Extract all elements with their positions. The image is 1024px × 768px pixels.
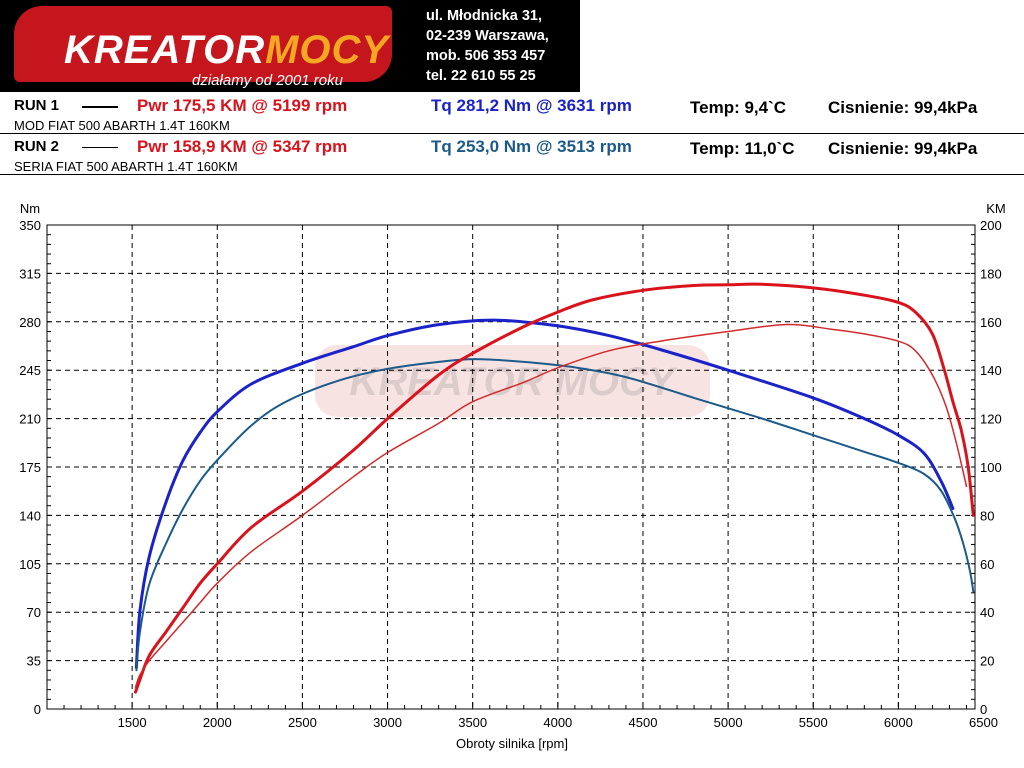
y-right-tick-label: 200 xyxy=(980,218,1002,233)
y-left-tick-label: 315 xyxy=(19,266,41,281)
divider xyxy=(0,174,1024,175)
logo-banner: KREATORMOCY działamy od 2001 roku xyxy=(0,0,402,92)
run2-torque: Tq 253,0 Nm @ 3513 rpm xyxy=(431,137,632,156)
y-left-tick-label: 140 xyxy=(19,508,41,523)
watermark-text: KREATOR MOCY xyxy=(349,360,678,404)
run1-torque: Tq 281,2 Nm @ 3631 rpm xyxy=(431,96,632,115)
y-left-tick-label: 70 xyxy=(27,605,41,620)
x-tick-label: 2500 xyxy=(288,715,317,730)
address-line: mob. 506 353 457 xyxy=(426,48,546,64)
run1-label: RUN 1 xyxy=(14,97,60,114)
y-left-tick-label: 175 xyxy=(19,460,41,475)
y-left-tick-label: 210 xyxy=(19,412,41,427)
address-line: ul. Młodnicka 31, xyxy=(426,8,543,24)
x-tick-label: 4500 xyxy=(629,715,658,730)
run2-legend-line xyxy=(82,147,118,148)
y-left-axis-label: Nm xyxy=(20,201,40,216)
y-right-tick-label: 40 xyxy=(980,605,994,620)
x-tick-label: 3500 xyxy=(458,715,487,730)
y-right-axis-label: KM xyxy=(986,201,1006,216)
y-left-tick-label: 280 xyxy=(19,315,41,330)
run1-power: Pwr 175,5 KM @ 5199 rpm xyxy=(137,96,348,115)
series-line-tq-run-2 xyxy=(135,358,975,672)
x-tick-label: 4000 xyxy=(543,715,572,730)
watermark-logo xyxy=(315,345,710,417)
x-tick-label: 5000 xyxy=(714,715,743,730)
run2-description: SERIA FIAT 500 ABARTH 1.4T 160KM xyxy=(14,159,238,174)
y-left-tick-label: 105 xyxy=(19,557,41,572)
y-right-tick-label: 120 xyxy=(980,412,1002,427)
y-right-tick-label: 20 xyxy=(980,654,994,669)
x-tick-label: 1500 xyxy=(118,715,147,730)
y-left-tick-label: 0 xyxy=(34,702,41,717)
y-right-tick-label: 140 xyxy=(980,363,1002,378)
run1-description: MOD FIAT 500 ABARTH 1.4T 160KM xyxy=(14,118,230,133)
run2-pressure: Cisnienie: 99,4kPa xyxy=(828,139,978,158)
y-right-tick-label: 0 xyxy=(980,702,987,717)
y-left-tick-label: 245 xyxy=(19,363,41,378)
y-right-tick-label: 180 xyxy=(980,266,1002,281)
run2-label: RUN 2 xyxy=(14,138,60,155)
x-tick-label: 2000 xyxy=(203,715,232,730)
address-block: ul. Młodnicka 31, 02-239 Warszawa, mob. … xyxy=(402,0,580,92)
run1-legend-line xyxy=(82,106,118,108)
x-tick-label: 6500 xyxy=(969,715,998,730)
logo-text: KREATORMOCY xyxy=(64,28,390,72)
x-axis-label: Obroty silnika [rpm] xyxy=(456,736,568,751)
logo: KREATORMOCY działamy od 2001 roku xyxy=(14,6,392,89)
y-left-tick-label: 35 xyxy=(27,654,41,669)
y-right-tick-label: 160 xyxy=(980,315,1002,330)
y-right-tick-label: 80 xyxy=(980,508,994,523)
series-line-tq-run-1 xyxy=(134,318,955,669)
y-left-tick-label: 350 xyxy=(19,218,41,233)
run1-pressure: Cisnienie: 99,4kPa xyxy=(828,98,978,117)
run1-temp: Temp: 9,4`C xyxy=(690,98,787,117)
address-line: tel. 22 610 55 25 xyxy=(426,68,536,84)
run2-temp: Temp: 11,0`C xyxy=(690,139,795,158)
run2-power: Pwr 158,9 KM @ 5347 rpm xyxy=(137,137,348,156)
series-line-pwr-run-1 xyxy=(134,282,975,694)
divider xyxy=(0,133,1024,134)
y-right-tick-label: 100 xyxy=(980,460,1002,475)
address-line: 02-239 Warszawa, xyxy=(426,28,549,44)
x-tick-label: 3000 xyxy=(373,715,402,730)
x-tick-label: 5500 xyxy=(799,715,828,730)
x-tick-label: 6000 xyxy=(884,715,913,730)
y-right-tick-label: 60 xyxy=(980,557,994,572)
series-line-pwr-run-2 xyxy=(134,323,968,688)
logo-tagline: działamy od 2001 roku xyxy=(192,72,343,89)
